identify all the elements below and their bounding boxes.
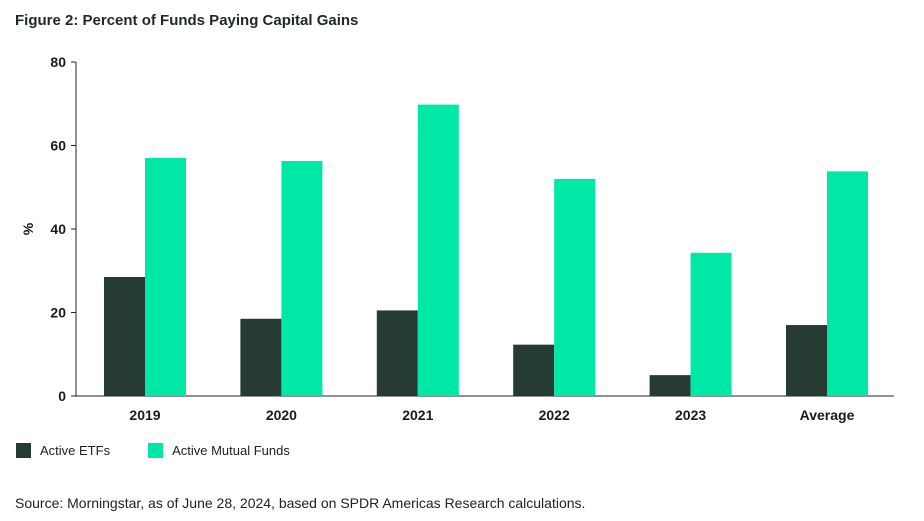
y-tick-label: 60 (50, 138, 66, 154)
x-tick-label: 2019 (129, 407, 160, 423)
legend-label-active-etfs: Active ETFs (40, 443, 111, 458)
x-tick-label: 2020 (266, 407, 297, 423)
bar-active-mutual-funds-2019 (145, 158, 186, 396)
bar-active-mutual-funds-average (827, 171, 868, 396)
legend-item-active-mutual-funds: Active Mutual Funds (148, 443, 290, 458)
bar-active-mutual-funds-2020 (281, 160, 323, 396)
bar-active-etfs-2020 (240, 318, 282, 396)
legend-swatch-active-etfs (16, 443, 31, 458)
bar-active-etfs-2019 (104, 277, 145, 396)
bar-active-etfs-2023 (649, 375, 691, 396)
y-tick-label: 0 (58, 388, 66, 404)
legend: Active ETFs Active Mutual Funds (16, 443, 328, 458)
x-tick-label: 2021 (402, 407, 433, 423)
y-tick-label: 80 (50, 54, 66, 70)
legend-item-active-etfs: Active ETFs (16, 443, 110, 458)
x-tick-label: 2023 (675, 407, 706, 423)
bar-active-etfs-2021 (376, 310, 418, 396)
y-tick-label: 40 (50, 221, 66, 237)
legend-swatch-active-mutual-funds (148, 443, 164, 458)
bar-active-etfs-average (786, 325, 827, 396)
chart-title: Figure 2: Percent of Funds Paying Capita… (15, 12, 359, 29)
x-tick-label: Average (800, 407, 855, 423)
bar-active-mutual-funds-2022 (554, 178, 596, 396)
legend-label-active-mutual-funds: Active Mutual Funds (172, 443, 290, 458)
source-note: Source: Morningstar, as of June 28, 2024… (15, 495, 586, 511)
y-tick-label: 20 (50, 305, 66, 321)
y-axis-label: % (20, 222, 36, 235)
bar-active-mutual-funds-2021 (417, 104, 459, 397)
bar-active-mutual-funds-2023 (690, 252, 732, 396)
x-tick-label: 2022 (539, 407, 570, 423)
bar-active-etfs-2022 (513, 344, 555, 396)
